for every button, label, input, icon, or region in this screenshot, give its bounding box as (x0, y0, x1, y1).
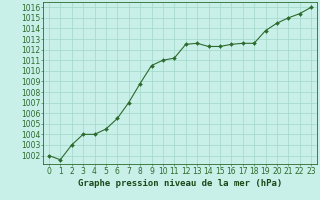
X-axis label: Graphe pression niveau de la mer (hPa): Graphe pression niveau de la mer (hPa) (78, 179, 282, 188)
